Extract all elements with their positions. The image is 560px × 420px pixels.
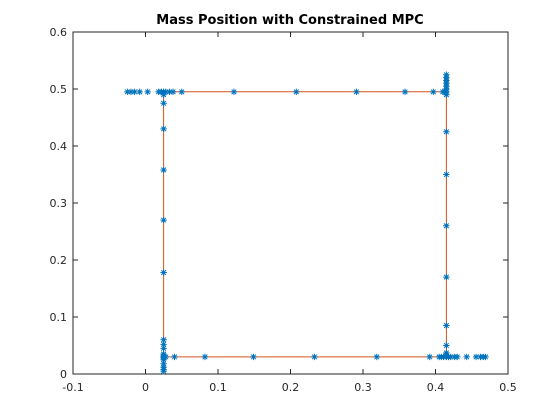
data-point-marker (472, 353, 480, 361)
data-point-marker (158, 88, 165, 96)
data-point-marker (136, 88, 143, 96)
data-point-marker (250, 353, 257, 361)
data-point-marker (160, 341, 167, 348)
data-point-marker (160, 345, 167, 352)
data-point-marker (443, 273, 450, 281)
data-point-marker (169, 88, 177, 96)
data-point-marker (230, 88, 238, 96)
data-point-marker (443, 128, 450, 135)
axes-box (72, 31, 509, 375)
data-point-marker (443, 322, 450, 329)
x-tick-label: 0.2 (282, 381, 300, 394)
data-point-marker (447, 353, 454, 361)
data-point-marker (443, 342, 450, 349)
y-tick-label: 0.3 (50, 197, 68, 210)
x-tick-label: 0.5 (499, 381, 517, 394)
y-tick-label: 0.6 (50, 26, 68, 39)
data-point-marker (124, 88, 131, 96)
data-point-marker (160, 125, 167, 133)
x-tick-label: 0 (142, 381, 149, 394)
data-point-marker (160, 216, 167, 224)
y-tick-label: 0 (60, 368, 67, 381)
data-point-marker (160, 269, 167, 276)
y-tick-label: 0.1 (50, 311, 68, 324)
data-point-marker (430, 88, 437, 96)
data-point-marker (401, 88, 409, 96)
data-point-marker (162, 88, 169, 96)
data-point-marker (443, 222, 450, 229)
data-point-marker (160, 363, 167, 371)
data-point-marker (178, 88, 185, 96)
data-point-marker (160, 360, 167, 367)
data-point-marker (160, 100, 167, 107)
data-point-marker (426, 353, 433, 361)
x-tick-label: 0.4 (427, 381, 445, 394)
data-point-marker (127, 88, 135, 96)
data-point-marker (373, 353, 380, 361)
y-tick-label: 0.2 (50, 254, 68, 267)
y-tick-label: 0.5 (50, 83, 68, 96)
data-point-marker (144, 88, 151, 96)
data-point-marker (160, 336, 167, 343)
data-point-marker (201, 353, 209, 361)
data-point-marker (160, 166, 167, 174)
data-point-marker (353, 88, 360, 96)
data-point-marker (443, 71, 450, 78)
data-point-marker (443, 171, 450, 178)
data-point-marker (131, 88, 138, 96)
data-point-marker (454, 353, 461, 361)
data-point-marker (311, 353, 318, 361)
data-point-marker (171, 353, 178, 361)
data-point-marker (443, 91, 450, 98)
plot-area: -0.1 0 0.1 0.2 0.3 0.4 0.500.10.20.30.40.50.6 (50, 26, 517, 394)
x-tick-label: -0.1 (62, 381, 83, 394)
data-point-marker (463, 353, 470, 361)
x-tick-label: 0.3 (354, 381, 372, 394)
chart-title: Mass Position with Constrained MPC (156, 13, 423, 28)
data-point-marker (482, 353, 489, 361)
data-point-marker (440, 353, 447, 361)
data-point-marker (160, 350, 167, 358)
y-tick-label: 0.4 (50, 140, 68, 153)
data-point-marker (162, 353, 169, 361)
data-point-marker (166, 88, 173, 96)
x-tick-label: 0.1 (209, 381, 227, 394)
data-point-marker (293, 88, 300, 96)
